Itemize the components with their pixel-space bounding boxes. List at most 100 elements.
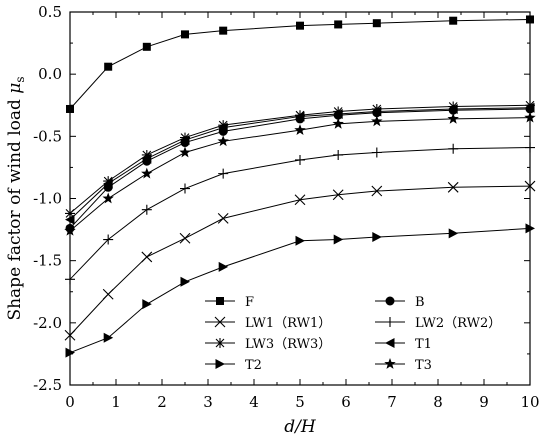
data-point bbox=[142, 42, 151, 51]
legend-label: T2 bbox=[245, 358, 262, 373]
y-tick-label: 0.0 bbox=[38, 65, 62, 83]
data-point bbox=[371, 185, 383, 197]
data-point bbox=[217, 213, 229, 224]
x-tick-label: 5 bbox=[295, 393, 305, 411]
x-tick-label: 4 bbox=[249, 393, 259, 411]
series-line bbox=[69, 104, 531, 214]
data-point bbox=[103, 178, 113, 189]
data-point bbox=[103, 332, 114, 343]
legend-marker bbox=[216, 297, 224, 305]
data-point bbox=[181, 30, 189, 39]
y-tick-label: 0.5 bbox=[38, 3, 62, 21]
legend-marker bbox=[214, 316, 226, 328]
legend-label: F bbox=[245, 295, 254, 310]
data-point bbox=[371, 115, 383, 127]
data-point bbox=[141, 167, 153, 179]
series-4 bbox=[65, 142, 535, 285]
series-7 bbox=[65, 223, 535, 358]
data-point bbox=[179, 146, 191, 158]
y-axis-label-main: Shape factor of wind load bbox=[5, 94, 25, 321]
y-tick-label: -1.0 bbox=[33, 190, 62, 208]
legend-label: LW3（RW3） bbox=[245, 337, 331, 352]
legend-entry: T2 bbox=[205, 358, 262, 373]
legend-marker bbox=[215, 338, 225, 348]
data-point bbox=[333, 108, 343, 119]
legend-label: T3 bbox=[415, 358, 432, 373]
data-point bbox=[218, 261, 229, 272]
data-point bbox=[179, 232, 191, 244]
legend-entry: LW1（RW1） bbox=[205, 316, 331, 331]
series-line bbox=[69, 185, 531, 336]
y-axis-label-symbol: μ bbox=[5, 83, 25, 94]
data-point bbox=[102, 288, 114, 300]
data-point bbox=[372, 232, 382, 243]
data-point bbox=[102, 192, 114, 204]
axes: 0 1 2 3 4 5 6 7 8 9 10 0.5 0.0 -0.5 -1.0 -1.5 -2.0 -2.5 d/… bbox=[5, 3, 540, 437]
y-axis-label-subscript: s bbox=[13, 76, 27, 82]
legend-marker bbox=[384, 358, 396, 369]
y-axis-label: Shape factor of wind load μs bbox=[5, 76, 27, 320]
series-6 bbox=[65, 102, 535, 225]
data-point bbox=[103, 234, 114, 245]
data-point bbox=[180, 276, 190, 287]
legend-marker bbox=[385, 317, 395, 327]
series-line bbox=[69, 147, 531, 280]
data-point bbox=[371, 147, 382, 158]
x-tick-label: 6 bbox=[341, 393, 351, 411]
legend-entry: LW3（RW3） bbox=[205, 337, 331, 352]
x-tick-label: 10 bbox=[520, 393, 539, 411]
data-point bbox=[332, 189, 344, 201]
legend-label: LW2（RW2） bbox=[415, 316, 501, 331]
series-1 bbox=[66, 15, 534, 113]
series-line bbox=[69, 117, 531, 232]
y-tick-label: -1.5 bbox=[33, 252, 62, 270]
data-point bbox=[448, 103, 458, 114]
data-point bbox=[295, 154, 305, 165]
legend: F B LW1（RW1） LW2（RW2） LW3（RW3） T1 T2 T3 bbox=[205, 295, 501, 373]
data-point bbox=[449, 16, 458, 25]
x-tick-label: 0 bbox=[65, 393, 75, 411]
x-tick-label: 9 bbox=[479, 393, 489, 411]
series-line bbox=[69, 107, 531, 221]
x-tick-label: 2 bbox=[157, 393, 167, 411]
data-point bbox=[448, 143, 459, 154]
data-point bbox=[295, 235, 305, 246]
data-point bbox=[447, 112, 459, 124]
legend-marker bbox=[385, 338, 395, 348]
y-tick-label: -0.5 bbox=[33, 127, 62, 145]
data-point bbox=[218, 168, 229, 179]
data-point bbox=[218, 122, 228, 133]
legend-entry: T3 bbox=[375, 358, 432, 373]
legend-entry: T1 bbox=[375, 337, 432, 352]
series-line bbox=[69, 227, 531, 354]
legend-label: LW1（RW1） bbox=[245, 316, 331, 331]
series-8 bbox=[64, 111, 536, 236]
plot-area bbox=[64, 15, 536, 358]
data-point bbox=[447, 181, 459, 193]
data-point bbox=[448, 228, 459, 239]
x-axis-label: d/H bbox=[284, 417, 317, 437]
legend-label: B bbox=[415, 295, 425, 310]
data-point bbox=[334, 20, 343, 29]
data-point bbox=[219, 26, 228, 35]
data-point bbox=[296, 21, 304, 30]
series-line bbox=[69, 108, 531, 229]
data-point bbox=[104, 62, 113, 71]
data-point bbox=[295, 111, 305, 122]
data-point bbox=[141, 251, 153, 263]
data-point bbox=[294, 124, 306, 135]
legend-label: T1 bbox=[415, 337, 432, 352]
data-point bbox=[372, 19, 381, 28]
data-point bbox=[180, 183, 190, 194]
series-line bbox=[69, 18, 531, 110]
data-point bbox=[141, 153, 152, 164]
series-2 bbox=[65, 104, 535, 233]
legend-entry: B bbox=[375, 295, 425, 310]
data-point bbox=[141, 149, 152, 160]
data-point bbox=[332, 117, 344, 129]
data-point bbox=[180, 135, 190, 146]
x-tick-label: 7 bbox=[387, 393, 397, 411]
data-point bbox=[142, 299, 152, 310]
data-point bbox=[333, 234, 344, 245]
